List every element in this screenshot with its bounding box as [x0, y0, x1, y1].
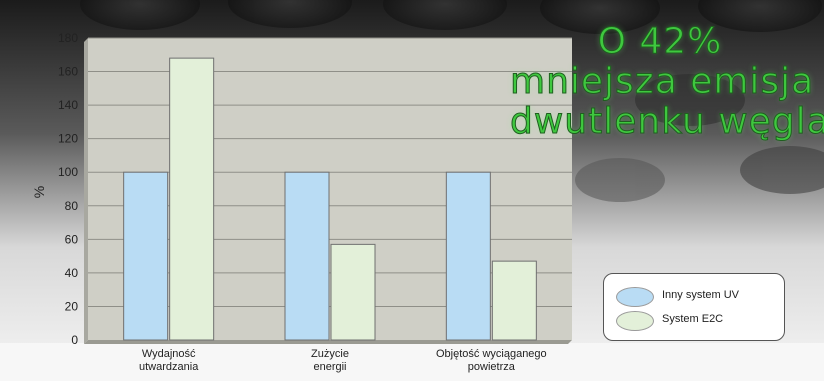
- y-tick-label: 20: [65, 299, 79, 313]
- bar: [330, 243, 376, 341]
- y-tick-label: 40: [65, 266, 79, 280]
- y-tick-label: 120: [58, 132, 78, 146]
- legend-swatch-series-1: [616, 287, 654, 307]
- x-tick-label: Zużycie: [311, 348, 349, 360]
- x-tick-label: Objętość wyciąganego: [436, 348, 547, 360]
- y-tick-label: 140: [58, 98, 78, 112]
- bars: [123, 57, 537, 341]
- y-tick-label: 180: [58, 31, 78, 45]
- headline-line-1: O 42%: [597, 21, 723, 62]
- x-tick-label: energii: [313, 361, 346, 373]
- y-tick-label: 60: [65, 232, 79, 246]
- gridlines: [88, 37, 572, 307]
- legend-label-series-2: System E2C: [662, 313, 724, 325]
- headline: O 42% mniejsza emisja dwutlenku węgla: [510, 21, 824, 142]
- bar: [284, 171, 330, 341]
- y-tick-label: 0: [71, 333, 78, 347]
- legend: Inny system UV System E2C: [603, 273, 785, 341]
- bar: [123, 171, 169, 341]
- headline-line-2: mniejsza emisja: [510, 61, 815, 102]
- bar: [445, 171, 491, 341]
- bar: [169, 57, 215, 341]
- y-axis-label: %: [31, 186, 47, 198]
- x-tick-label: utwardzania: [139, 361, 199, 373]
- legend-label-series-1: Inny system UV: [662, 289, 740, 301]
- x-tick-label: powietrza: [468, 361, 516, 373]
- plot-floor: [84, 340, 572, 344]
- plot-side-wall: [84, 38, 88, 344]
- headline-line-3: dwutlenku węgla: [510, 101, 824, 142]
- y-tick-label: 80: [65, 199, 79, 213]
- y-tick-label: 100: [58, 165, 78, 179]
- x-tick-label: Wydajność: [142, 348, 196, 360]
- y-tick-label: 160: [58, 65, 78, 79]
- bar: [491, 260, 537, 341]
- y-axis-ticks: 0 20 40 60 80 100 120 140 160 180: [58, 31, 78, 347]
- legend-swatch-series-2: [616, 311, 654, 331]
